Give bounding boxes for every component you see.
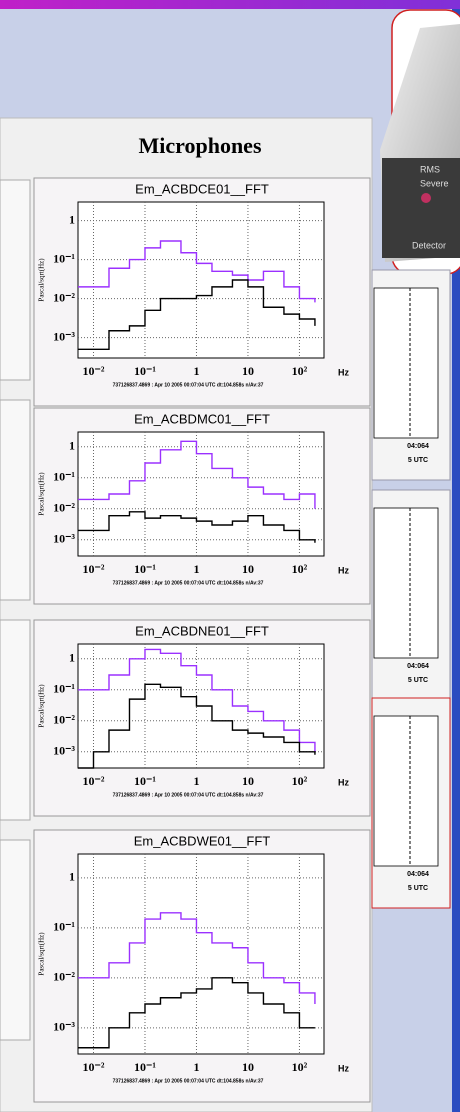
y-tick-label: 10⁻¹ (53, 682, 75, 696)
y-axis-label: Pascal/sqrt(Hz) (38, 258, 46, 302)
side-zone: 5 UTC (408, 677, 428, 684)
x-tick-label: 10⁻¹ (134, 562, 156, 576)
x-tick-label: 10 (242, 1060, 254, 1074)
top-bar (0, 0, 460, 9)
series-line (78, 240, 316, 303)
device-label: Severe (420, 178, 449, 188)
x-axis-label: Hz (338, 367, 349, 377)
y-tick-label: 10⁻² (53, 713, 75, 727)
x-tick-label: 10² (292, 562, 308, 576)
side-time: 04:064 (407, 871, 429, 878)
left-partial-panel (0, 399, 31, 601)
x-tick-label: 10⁻¹ (134, 364, 156, 378)
x-tick-label: 10 (242, 774, 254, 788)
device-label: RMS (420, 164, 440, 174)
y-tick-label: 10⁻³ (53, 1020, 75, 1034)
device-label: Detector (412, 240, 446, 250)
series-line (78, 511, 316, 543)
x-tick-label: 10² (292, 774, 308, 788)
side-time: 04:064 (407, 443, 429, 450)
x-tick-label: 10⁻² (83, 1060, 105, 1074)
x-tick-label: 10² (292, 1060, 308, 1074)
side-zone: 5 UTC (408, 885, 428, 892)
x-tick-label: 10⁻¹ (134, 1060, 156, 1074)
y-tick-label: 10⁻¹ (53, 920, 75, 934)
y-tick-label: 10⁻³ (53, 532, 75, 546)
chart-title: Em_ACBDMC01__FFT (134, 411, 270, 426)
y-tick-label: 1 (69, 870, 75, 884)
left-partial-panel (0, 619, 31, 821)
side-plot (373, 287, 439, 439)
y-tick-label: 10⁻² (53, 970, 75, 984)
panel-title: Microphones (138, 133, 261, 158)
left-partial-panel (0, 839, 31, 1041)
x-axis-label: Hz (338, 565, 349, 575)
y-tick-label: 10⁻³ (53, 744, 75, 758)
plot-area (77, 853, 325, 1055)
series-line (78, 440, 316, 509)
chart-title: Em_ACBDCE01__FFT (135, 181, 269, 196)
y-axis-label: Pascal/sqrt(Hz) (38, 472, 46, 516)
side-plot (373, 715, 439, 867)
x-tick-label: 1 (193, 364, 199, 378)
side-plot (373, 507, 439, 659)
x-tick-label: 1 (193, 1060, 199, 1074)
y-tick-label: 10⁻³ (53, 329, 75, 343)
x-axis-label: Hz (338, 1063, 349, 1073)
y-tick-label: 1 (69, 651, 75, 665)
x-tick-label: 10⁻² (83, 364, 105, 378)
series-line (78, 683, 316, 769)
right-strip (452, 9, 460, 1112)
y-axis-label: Pascal/sqrt(Hz) (38, 684, 46, 728)
x-axis-label: Hz (338, 777, 349, 787)
series-line (78, 977, 315, 1049)
chart-title: Em_ACBDNE01__FFT (135, 623, 269, 638)
y-tick-label: 10⁻² (53, 501, 75, 515)
device-face (382, 158, 460, 258)
chart-footer: 737126837.4869 : Apr 10 2005 00:07:04 UT… (113, 1078, 264, 1084)
x-tick-label: 10² (292, 364, 308, 378)
series-line (78, 648, 316, 752)
x-tick-label: 10⁻² (83, 562, 105, 576)
chart-footer: 737126837.4869 : Apr 10 2005 00:07:04 UT… (113, 792, 264, 798)
y-tick-label: 10⁻¹ (53, 251, 75, 265)
x-tick-label: 10⁻¹ (134, 774, 156, 788)
series-line (78, 279, 316, 351)
left-partial-panel (0, 179, 31, 381)
x-tick-label: 10 (242, 562, 254, 576)
series-line (78, 912, 316, 1004)
plot-area (77, 201, 325, 359)
x-tick-label: 10 (242, 364, 254, 378)
x-tick-label: 10⁻² (83, 774, 105, 788)
x-tick-label: 1 (193, 774, 199, 788)
y-tick-label: 1 (69, 439, 75, 453)
y-tick-label: 10⁻¹ (53, 470, 75, 484)
side-zone: 5 UTC (408, 457, 428, 464)
y-tick-label: 1 (69, 212, 75, 226)
chart-footer: 737126837.4869 : Apr 10 2005 00:07:04 UT… (113, 382, 264, 388)
side-time: 04:064 (407, 663, 429, 670)
chart-footer: 737126837.4869 : Apr 10 2005 00:07:04 UT… (113, 580, 264, 586)
chart-title: Em_ACBDWE01__FFT (134, 833, 271, 848)
y-axis-label: Pascal/sqrt(Hz) (38, 932, 46, 976)
y-tick-label: 10⁻² (53, 290, 75, 304)
x-tick-label: 1 (193, 562, 199, 576)
device-led (421, 193, 431, 203)
